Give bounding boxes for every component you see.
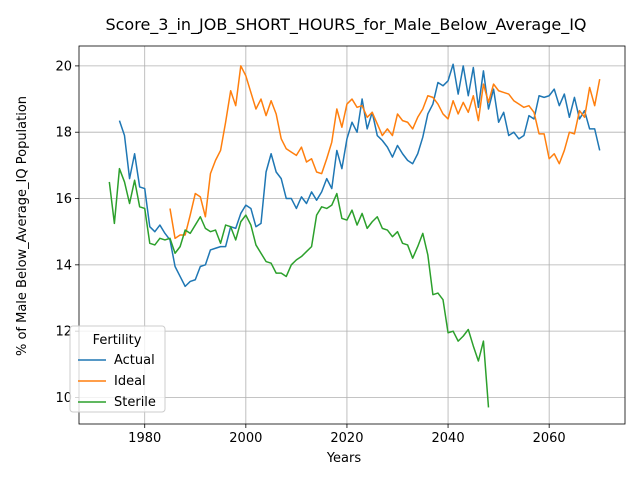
y-tick-label: 14 bbox=[55, 258, 72, 273]
legend-title: Fertility bbox=[93, 333, 142, 348]
legend-box bbox=[69, 325, 166, 413]
legend: Fertility Actual Ideal Sterile bbox=[69, 325, 166, 413]
x-tick-label: 2040 bbox=[432, 431, 465, 446]
chart-title: Score_3_in_JOB_SHORT_HOURS_for_Male_Belo… bbox=[105, 15, 586, 35]
y-tick-label: 12 bbox=[55, 325, 72, 340]
x-axis-title: Years bbox=[326, 451, 362, 466]
x-tick-label: 1980 bbox=[128, 431, 161, 446]
legend-label-actual: Actual bbox=[114, 353, 155, 368]
series-line-ideal bbox=[169, 65, 601, 240]
axis-ticks: 1980 2000 2020 2040 2060 10 12 14 16 18 20 bbox=[55, 59, 565, 446]
y-tick-label: 18 bbox=[55, 126, 72, 141]
x-tick-label: 2060 bbox=[533, 431, 566, 446]
series-line-sterile bbox=[108, 167, 490, 408]
grid-lines bbox=[79, 46, 625, 424]
y-tick-label: 20 bbox=[55, 59, 72, 74]
legend-label-sterile: Sterile bbox=[114, 395, 156, 410]
y-tick-label: 16 bbox=[55, 192, 72, 207]
legend-entries: Actual Ideal Sterile bbox=[78, 353, 156, 410]
series-line-actual bbox=[118, 63, 601, 288]
y-tick-label: 10 bbox=[55, 391, 72, 406]
x-tick-label: 2000 bbox=[229, 431, 262, 446]
legend-label-ideal: Ideal bbox=[114, 374, 146, 389]
x-tick-label: 2020 bbox=[330, 431, 363, 446]
y-axis-title: % of Male Below_Average_IQ Population bbox=[15, 96, 30, 356]
series-lines bbox=[108, 63, 601, 408]
plot-frame bbox=[78, 45, 626, 425]
